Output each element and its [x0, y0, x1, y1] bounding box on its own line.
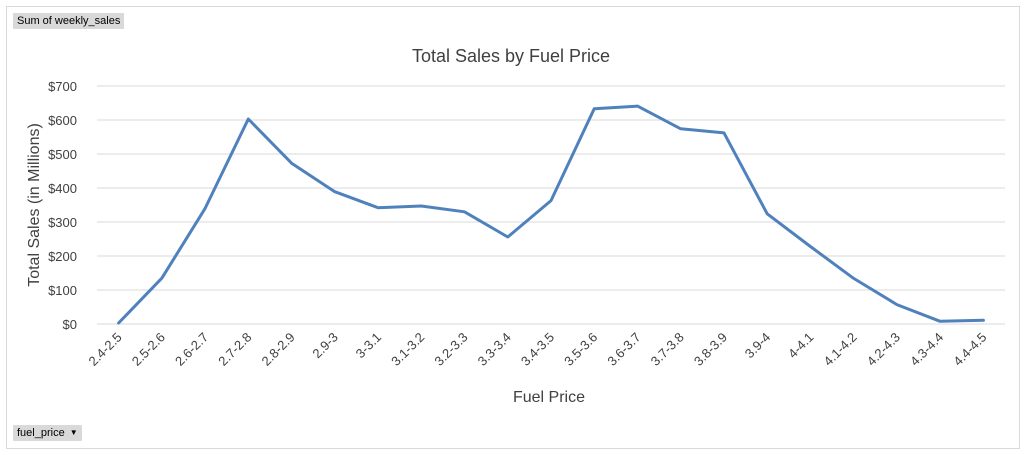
axis-field-button[interactable]: fuel_price ▼: [13, 425, 82, 441]
x-tick-label: 4.4-4.5: [950, 330, 989, 369]
x-tick-label: 3.1-3.2: [388, 330, 427, 369]
chart-frame: [6, 6, 1020, 449]
x-tick-label: 2.6-2.7: [172, 330, 211, 369]
x-tick-label: 3.3-3.4: [475, 330, 514, 369]
data-point: [505, 234, 511, 240]
x-tick-label: 2.9-3: [309, 330, 341, 362]
data-point: [851, 275, 857, 281]
data-point: [634, 103, 640, 109]
y-tick-label: $200: [48, 249, 77, 264]
chart-title: Total Sales by Fuel Price: [412, 46, 610, 66]
data-point: [591, 106, 597, 112]
data-point: [548, 198, 554, 204]
y-tick-label: $100: [48, 283, 77, 298]
y-tick-label: $0: [63, 317, 77, 332]
data-point: [418, 203, 424, 209]
y-tick-label: $300: [48, 215, 77, 230]
x-tick-label: 3.9-4: [742, 330, 774, 362]
gridlines: [97, 85, 1005, 325]
y-tick-label: $500: [48, 147, 77, 162]
data-point: [202, 205, 208, 211]
y-tick-label: $400: [48, 181, 77, 196]
x-tick-label: 3.6-3.7: [604, 330, 643, 369]
values-field-label: Sum of weekly_sales: [17, 15, 121, 27]
data-point: [980, 317, 986, 323]
x-tick-label: 4.2-4.3: [864, 330, 903, 369]
x-tick-label: 2.5-2.6: [129, 330, 168, 369]
x-tick-label: 4-4.1: [785, 330, 817, 362]
data-point: [721, 130, 727, 136]
chevron-down-icon[interactable]: ▼: [69, 428, 78, 437]
y-tick-label: $600: [48, 113, 77, 128]
x-tick-label: 3-3.1: [353, 330, 385, 362]
x-axis-title: Fuel Price: [513, 389, 585, 406]
data-point: [245, 116, 251, 122]
data-point: [289, 160, 295, 166]
data-point: [116, 320, 122, 326]
x-tick-label: 4.1-4.2: [821, 330, 860, 369]
x-tick-label: 3.4-3.5: [518, 330, 557, 369]
y-axis-title: Total Sales (in Millions): [26, 123, 43, 287]
data-point: [678, 126, 684, 132]
data-point: [462, 209, 468, 215]
y-tick-label: $700: [48, 79, 77, 94]
y-axis-ticks: $0 $100 $200 $300 $400 $500 $600 $700: [48, 79, 77, 332]
data-point: [937, 318, 943, 324]
x-tick-label: 2.4-2.5: [86, 330, 125, 369]
data-point: [159, 275, 165, 281]
x-tick-label: 3.7-3.8: [648, 330, 687, 369]
x-tick-label: 4.3-4.4: [907, 330, 946, 369]
x-tick-label: 3.2-3.3: [431, 330, 470, 369]
data-point: [807, 243, 813, 249]
data-point: [894, 302, 900, 308]
data-point: [332, 189, 338, 195]
axis-field-label: fuel_price: [17, 427, 65, 439]
x-tick-label: 3.8-3.9: [691, 330, 730, 369]
data-point: [375, 205, 381, 211]
series-layer: [116, 103, 986, 326]
x-tick-label: 2.7-2.8: [215, 330, 254, 369]
data-point: [764, 211, 770, 217]
values-field-button[interactable]: Sum of weekly_sales: [13, 13, 125, 29]
x-axis-ticks: 2.4-2.5 2.5-2.6 2.6-2.7 2.7-2.8 2.8-2.9 2.9-3…: [86, 330, 990, 369]
x-tick-label: 3.5-3.6: [561, 330, 600, 369]
series-line: [117, 104, 985, 325]
x-tick-label: 2.8-2.9: [258, 330, 297, 369]
